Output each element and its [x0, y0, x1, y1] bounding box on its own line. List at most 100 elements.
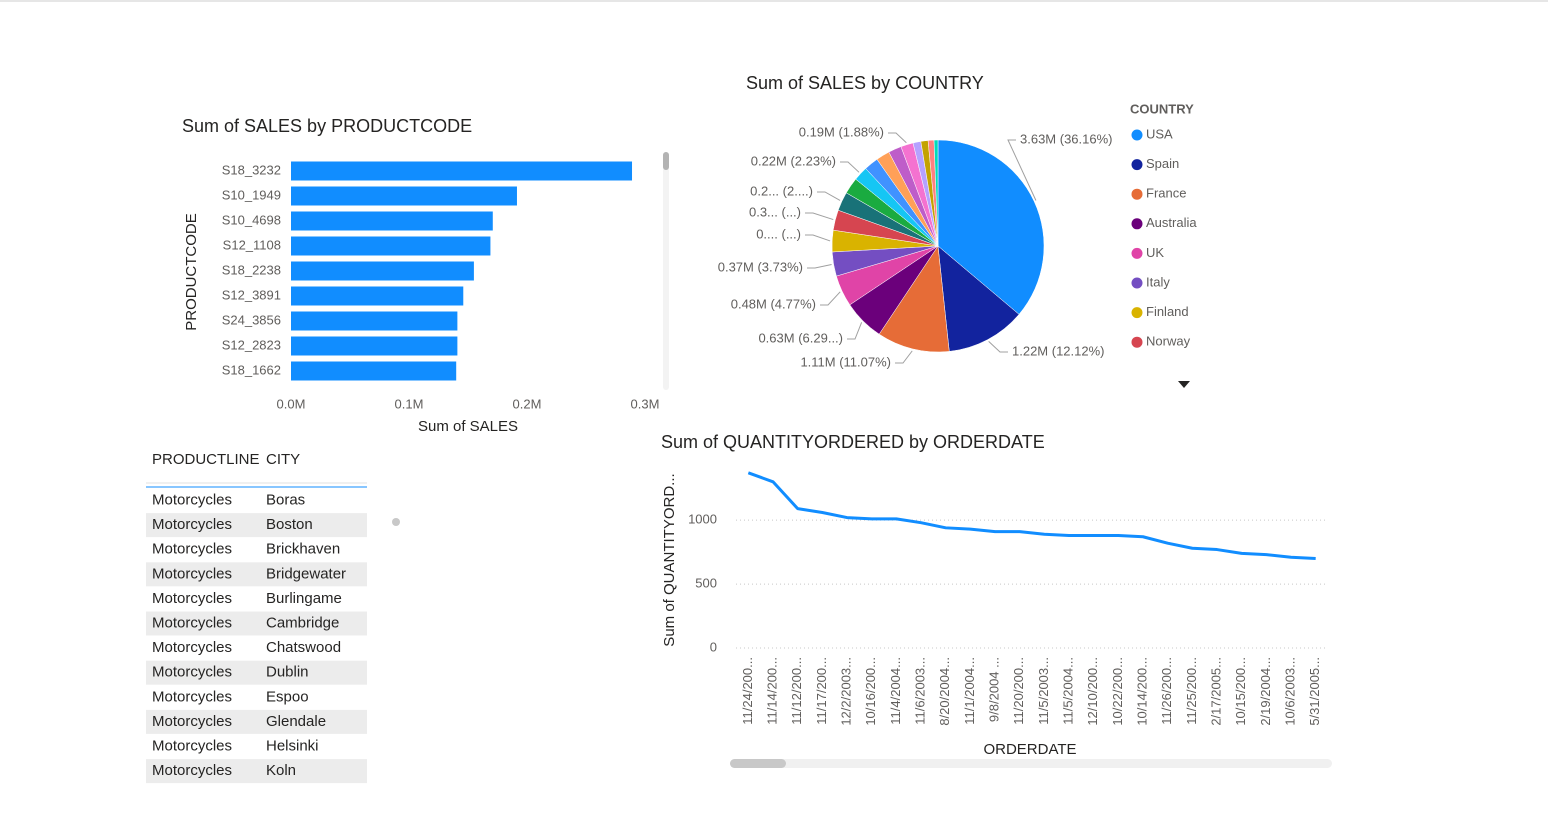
data-label: 0.63M (6.29...)	[758, 330, 843, 345]
legend-marker	[1131, 307, 1143, 319]
x-tick-label: 11/6/2003...	[912, 657, 927, 725]
table-cell: Motorcycles	[152, 516, 232, 533]
table-cell: Motorcycles	[152, 541, 232, 558]
row-background	[146, 562, 367, 587]
x-axis-title: Sum of SALES	[418, 418, 518, 435]
leader-line	[840, 161, 860, 173]
bar	[291, 186, 517, 206]
x-tick-label: 11/14/200...	[764, 657, 779, 725]
x-tick-label: 2/19/2004...	[1258, 657, 1273, 726]
leader-line	[988, 341, 1008, 353]
table-cell: Bridgewater	[266, 565, 346, 582]
legend-marker	[1131, 188, 1143, 200]
data-label: 3.63M (36.16%)	[1020, 131, 1113, 146]
table-cell: Motorcycles	[152, 688, 232, 705]
data-label: 0.19M (1.88%)	[799, 124, 884, 139]
table-header: PRODUCTLINE	[152, 451, 260, 468]
leader-line	[805, 212, 834, 221]
y-axis-title: PRODUCTCODE	[183, 213, 200, 331]
table-cell: Motorcycles	[152, 737, 232, 754]
y-tick-label: 0	[710, 639, 717, 654]
x-tick-label: 0.0M	[277, 396, 306, 411]
x-tick-label: 10/16/200...	[863, 657, 878, 726]
data-label: 0.22M (2.23%)	[751, 153, 836, 168]
bar	[291, 261, 474, 281]
legend-scroll-arrow[interactable]	[1178, 381, 1190, 388]
x-tick-label: 0.1M	[395, 396, 424, 411]
scroll-track	[730, 759, 1332, 768]
table-header: CITY	[266, 451, 300, 468]
legend-marker	[1131, 336, 1143, 348]
table-cell: Motorcycles	[152, 590, 232, 607]
table-cell: Brickhaven	[266, 541, 340, 558]
x-tick-label: 11/5/2004...	[1060, 657, 1075, 725]
scroll-thumb[interactable]	[663, 152, 669, 170]
x-tick-label: 11/20/200...	[1011, 657, 1026, 725]
data-label: 1.22M (12.12%)	[1012, 343, 1105, 358]
x-tick-label: 0.3M	[631, 396, 660, 411]
chart-title: Sum of QUANTITYORDERED by ORDERDATE	[661, 432, 1045, 452]
legend-entry: Italy	[1146, 274, 1170, 289]
leader-line	[1007, 139, 1037, 201]
table-cell: Boston	[266, 516, 313, 533]
x-tick-label: 5/31/2005...	[1307, 657, 1322, 726]
legend-marker	[1131, 159, 1143, 171]
x-tick-label: 11/4/2004...	[888, 657, 903, 725]
bar	[291, 286, 464, 306]
leader-line	[817, 191, 841, 201]
y-tick-label: 500	[695, 576, 717, 591]
row-background	[146, 611, 367, 636]
row-background	[146, 660, 367, 685]
x-tick-label: 10/22/200...	[1110, 657, 1125, 726]
leader-line	[820, 291, 841, 306]
x-tick-label: 11/17/200...	[814, 657, 829, 725]
x-tick-label: 11/25/200...	[1184, 657, 1199, 725]
x-tick-label: 10/6/2003...	[1282, 657, 1297, 726]
y-tick-label: S18_2238	[222, 262, 281, 277]
legend-entry: France	[1146, 186, 1186, 201]
data-label: 1.11M (11.07%)	[800, 354, 891, 369]
row-background	[146, 513, 367, 538]
data-label: 0.37M (3.73%)	[718, 259, 803, 274]
x-tick-label: 0.2M	[513, 396, 542, 411]
leader-line	[888, 132, 907, 144]
leader-line	[895, 350, 913, 364]
table-cell: Dublin	[266, 664, 309, 681]
table-cell: Chatswood	[266, 639, 341, 656]
x-tick-label: 11/24/200...	[740, 657, 755, 725]
x-tick-label: 12/10/200...	[1085, 657, 1100, 726]
leader-line	[805, 234, 831, 242]
table-cell: Burlingame	[266, 590, 342, 607]
table-scroll-thumb[interactable]	[392, 518, 400, 526]
y-tick-label: S18_3232	[222, 162, 281, 177]
legend-entry: USA	[1146, 126, 1173, 141]
leader-line	[807, 264, 832, 269]
table-cell: Motorcycles	[152, 713, 232, 730]
x-tick-label: 8/20/2004...	[937, 657, 952, 726]
chart-title: Sum of SALES by COUNTRY	[746, 73, 984, 93]
y-tick-label: S24_3856	[222, 312, 281, 327]
data-label: 0.3... (...)	[749, 204, 801, 219]
scroll-track	[663, 152, 669, 390]
y-axis-title: Sum of QUANTITYORD...	[661, 473, 678, 646]
y-tick-label: S18_1662	[222, 362, 281, 377]
bar	[291, 161, 633, 181]
table-cell: Glendale	[266, 713, 326, 730]
pie-slice	[937, 139, 1045, 315]
table-cell: Cambridge	[266, 614, 339, 631]
table-cell: Helsinki	[266, 737, 319, 754]
pie-slice	[878, 245, 950, 353]
legend-entry: Australia	[1146, 215, 1197, 230]
x-tick-label: 11/5/2003...	[1036, 657, 1051, 725]
bar	[291, 311, 458, 331]
pie-slice	[933, 139, 939, 247]
y-tick-label: S12_3891	[222, 287, 281, 302]
data-label: 0.48M (4.77%)	[731, 296, 816, 311]
x-axis-title: ORDERDATE	[983, 741, 1076, 758]
bar	[291, 361, 457, 381]
y-tick-label: S12_1108	[223, 237, 281, 252]
bar	[291, 211, 493, 231]
x-tick-label: 10/15/200...	[1233, 657, 1248, 726]
scroll-thumb[interactable]	[730, 759, 786, 768]
legend-entry: Norway	[1146, 334, 1191, 349]
